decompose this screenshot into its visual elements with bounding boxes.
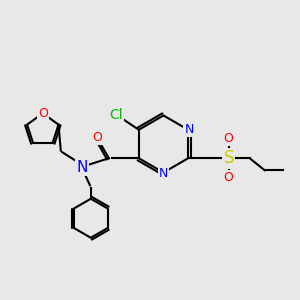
Text: O: O [38, 107, 48, 120]
Text: Cl: Cl [110, 108, 123, 122]
Text: O: O [92, 131, 102, 144]
Text: S: S [224, 149, 234, 167]
Text: N: N [76, 160, 88, 175]
Text: O: O [224, 132, 234, 145]
Text: N: N [159, 167, 168, 180]
Text: O: O [224, 171, 234, 184]
Text: N: N [184, 123, 194, 136]
